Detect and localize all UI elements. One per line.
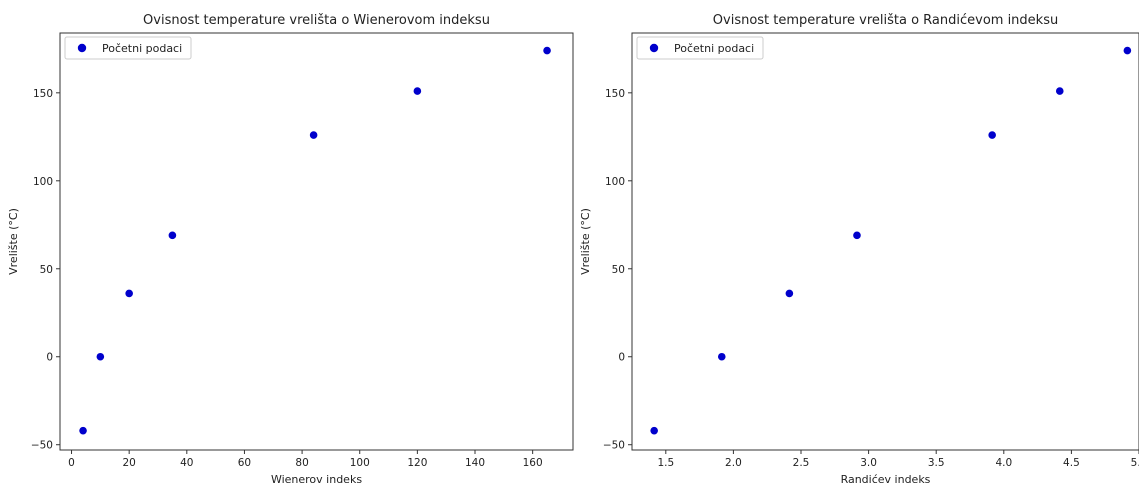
x-tick-label: 80: [295, 457, 308, 469]
x-tick-label: 0: [68, 457, 75, 469]
data-point: [649, 426, 659, 436]
x-axis-label: Wienerov indeks: [271, 473, 362, 486]
legend: [64, 36, 192, 60]
x-tick-label: 4.0: [995, 457, 1012, 469]
x-tick-label: 20: [122, 457, 135, 469]
legend-marker: [649, 43, 659, 53]
y-tick-label: 50: [40, 264, 53, 276]
plot-frame: [631, 32, 1139, 451]
x-tick-label: 4.5: [1063, 457, 1080, 469]
y-tick-label: 0: [618, 352, 625, 364]
x-tick-label: 160: [523, 457, 543, 469]
x-tick-label: 100: [350, 457, 370, 469]
x-tick-label: 3.5: [928, 457, 945, 469]
chart-panel-2: Ovisnost temperature vrelišta o Randićev…: [579, 13, 1139, 486]
data-point: [717, 352, 727, 362]
y-tick-label: 50: [612, 264, 625, 276]
data-point: [1122, 45, 1132, 56]
x-tick-label: 2.5: [793, 457, 810, 469]
data-point: [309, 130, 319, 140]
data-point: [1055, 86, 1065, 96]
data-point: [852, 230, 862, 240]
legend: [636, 36, 764, 60]
data-point: [78, 426, 88, 436]
data-point: [784, 288, 794, 299]
y-tick-label: 100: [33, 176, 53, 188]
y-axis-label: Vrelište (°C): [7, 208, 20, 275]
data-point: [124, 288, 134, 299]
x-axis-label: Randićev indeks: [841, 473, 931, 486]
data-point: [987, 130, 997, 140]
y-tick-label: 100: [605, 176, 625, 188]
x-tick-label: 40: [180, 457, 193, 469]
chart-panel-1: Ovisnost temperature vrelišta o Wienerov…: [7, 13, 574, 486]
plot-frame: [59, 32, 574, 451]
data-point: [95, 352, 105, 362]
chart-title: Ovisnost temperature vrelišta o Randićev…: [713, 13, 1058, 28]
data-point: [412, 86, 422, 96]
chart-title: Ovisnost temperature vrelišta o Wienerov…: [143, 13, 490, 28]
y-tick-label: 0: [46, 352, 53, 364]
data-point: [167, 230, 177, 240]
x-tick-label: 5.0: [1131, 457, 1139, 469]
x-tick-label: 2.0: [725, 457, 742, 469]
x-tick-label: 120: [407, 457, 427, 469]
data-point: [542, 45, 552, 56]
x-tick-label: 1.5: [657, 457, 674, 469]
legend-marker: [77, 43, 87, 53]
y-tick-label: 150: [605, 88, 625, 100]
legend-label: Početni podaci: [102, 42, 182, 55]
y-tick-label: 150: [33, 88, 53, 100]
x-tick-label: 3.0: [860, 457, 877, 469]
legend-label: Početni podaci: [674, 42, 754, 55]
y-tick-label: −50: [603, 440, 625, 452]
y-axis-label: Vrelište (°C): [579, 208, 592, 275]
x-tick-label: 140: [465, 457, 485, 469]
y-tick-label: −50: [31, 440, 53, 452]
x-tick-label: 60: [238, 457, 251, 469]
